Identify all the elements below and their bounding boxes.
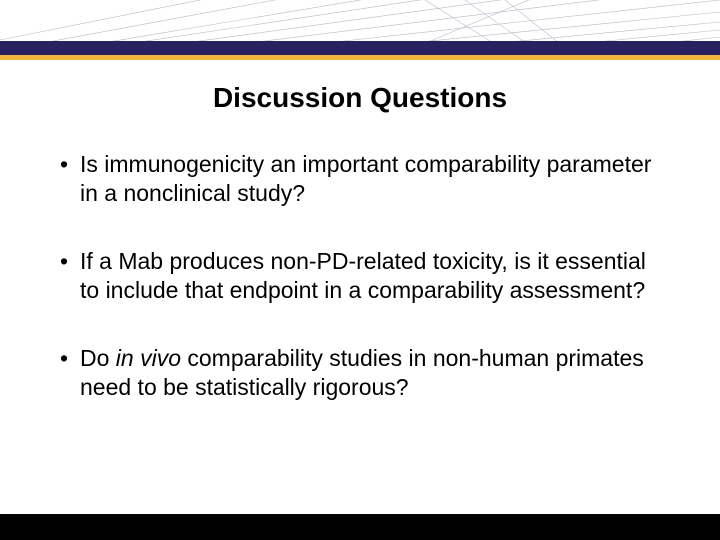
- bullet-text: Is immunogenicity an important comparabi…: [80, 150, 662, 209]
- header-purple-band: [0, 41, 720, 55]
- bullet-item: •Is immunogenicity an important comparab…: [58, 150, 662, 209]
- bullet-item: •If a Mab produces non-PD-related toxici…: [58, 247, 662, 306]
- bullet-text: If a Mab produces non-PD-related toxicit…: [80, 247, 662, 306]
- bullet-item: •Do in vivo comparability studies in non…: [58, 344, 662, 403]
- slide-title: Discussion Questions: [0, 82, 720, 114]
- header-banner: [0, 0, 720, 60]
- bullet-marker: •: [58, 344, 80, 373]
- footer-bar: [0, 514, 720, 540]
- bullet-text: Do in vivo comparability studies in non-…: [80, 344, 662, 403]
- header-gold-band: [0, 55, 720, 60]
- slide: Discussion Questions •Is immunogenicity …: [0, 0, 720, 540]
- bullet-marker: •: [58, 247, 80, 276]
- slide-body: •Is immunogenicity an important comparab…: [0, 114, 720, 403]
- bullet-marker: •: [58, 150, 80, 179]
